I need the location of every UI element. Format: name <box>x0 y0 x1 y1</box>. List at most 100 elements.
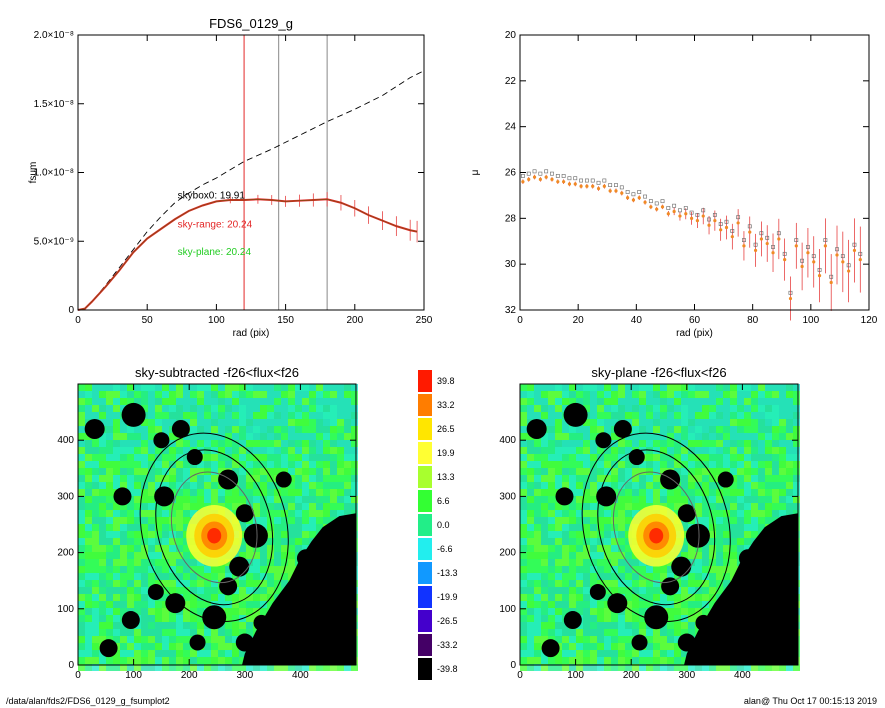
img1-pixel <box>232 391 239 398</box>
img1-pixel <box>78 594 85 601</box>
img1-pixel <box>127 440 134 447</box>
img2-pixel <box>632 594 639 601</box>
img1-pixel <box>225 615 232 622</box>
img2-pixel <box>639 601 646 608</box>
fsum-ytick-label: 0 <box>68 305 74 316</box>
img1-pixel <box>232 489 239 496</box>
img1-pixel <box>176 615 183 622</box>
img1-pixel <box>99 615 106 622</box>
img1-pixel <box>344 489 351 496</box>
img1-pixel <box>267 552 274 559</box>
img1-pixel <box>120 468 127 475</box>
img1-pixel <box>351 398 358 405</box>
img2-pixel <box>779 496 786 503</box>
img2-pixel <box>639 482 646 489</box>
img2-pixel <box>562 482 569 489</box>
img1-pixel <box>197 601 204 608</box>
img2-pixel <box>576 384 583 391</box>
img1-pixel <box>92 580 99 587</box>
img2-pixel <box>555 559 562 566</box>
img2-pixel <box>597 636 604 643</box>
img2-pixel <box>618 552 625 559</box>
img1-pixel <box>204 594 211 601</box>
img1-pixel <box>183 615 190 622</box>
img1-pixel <box>99 664 106 671</box>
img2-pixel <box>723 398 730 405</box>
img2-pixel <box>667 454 674 461</box>
img2-pixel <box>625 475 632 482</box>
img1-pixel <box>309 664 316 671</box>
img1-pixel <box>232 454 239 461</box>
img2-pixel <box>562 468 569 475</box>
mu-point <box>777 237 781 241</box>
mu-point <box>835 253 839 257</box>
img1-pixel <box>155 482 162 489</box>
img2-pixel <box>527 594 534 601</box>
img2-pixel <box>681 398 688 405</box>
img2-pixel <box>541 412 548 419</box>
img2-pixel <box>590 629 597 636</box>
img1-pixel <box>134 496 141 503</box>
img1-pixel <box>295 664 302 671</box>
mu-point-box <box>602 178 607 183</box>
img1-pixel <box>183 391 190 398</box>
img1-pixel <box>295 510 302 517</box>
img1-pixel <box>127 384 134 391</box>
img2-pixel <box>786 496 793 503</box>
img2-pixel <box>562 517 569 524</box>
img2-pixel <box>527 489 534 496</box>
img1-pixel <box>218 636 225 643</box>
img1-pixel <box>113 559 120 566</box>
img2-pixel <box>674 503 681 510</box>
img1-pixel <box>92 622 99 629</box>
img2-image <box>520 384 800 671</box>
img2-pixel <box>695 664 702 671</box>
img2-pixel <box>583 580 590 587</box>
img1-pixel <box>85 608 92 615</box>
img1-pixel <box>127 433 134 440</box>
img1-pixel <box>134 391 141 398</box>
img1-pixel <box>78 538 85 545</box>
img2-pixel <box>674 650 681 657</box>
img1-pixel <box>323 405 330 412</box>
img1-pixel <box>92 517 99 524</box>
mu-xtick-label: 40 <box>631 315 643 326</box>
img2-pixel <box>730 489 737 496</box>
img1-pixel <box>197 650 204 657</box>
img1-pixel <box>148 419 155 426</box>
img2-pixel <box>555 447 562 454</box>
img2-pixel <box>772 468 779 475</box>
img1-pixel <box>330 664 337 671</box>
img1-pixel <box>204 447 211 454</box>
img1-pixel <box>169 545 176 552</box>
img1-pixel <box>120 629 127 636</box>
img1-pixel <box>120 475 127 482</box>
img1-pixel <box>78 615 85 622</box>
img2-pixel <box>590 482 597 489</box>
img1-pixel <box>120 622 127 629</box>
img1-pixel <box>281 461 288 468</box>
img1-pixel <box>232 643 239 650</box>
img1-pixel <box>134 461 141 468</box>
mu-point <box>759 237 763 241</box>
img1-pixel <box>211 391 218 398</box>
img1-pixel <box>176 517 183 524</box>
img2-pixel <box>534 461 541 468</box>
img1-pixel <box>183 636 190 643</box>
img1-pixel <box>323 468 330 475</box>
img1-pixel <box>106 580 113 587</box>
img2-pixel <box>618 559 625 566</box>
img1-pixel <box>176 587 183 594</box>
img2-pixel <box>583 482 590 489</box>
fsum-xtick-label: 100 <box>208 315 225 326</box>
img1-pixel <box>127 594 134 601</box>
img2-pixel <box>583 426 590 433</box>
mu-point <box>765 241 769 246</box>
img2-pixel <box>758 664 765 671</box>
mu-point <box>806 251 810 255</box>
img2-pixel <box>737 461 744 468</box>
img1-pixel <box>267 545 274 552</box>
img1-pixel <box>190 468 197 475</box>
img2-pixel <box>555 398 562 405</box>
img1-pixel <box>253 594 260 601</box>
